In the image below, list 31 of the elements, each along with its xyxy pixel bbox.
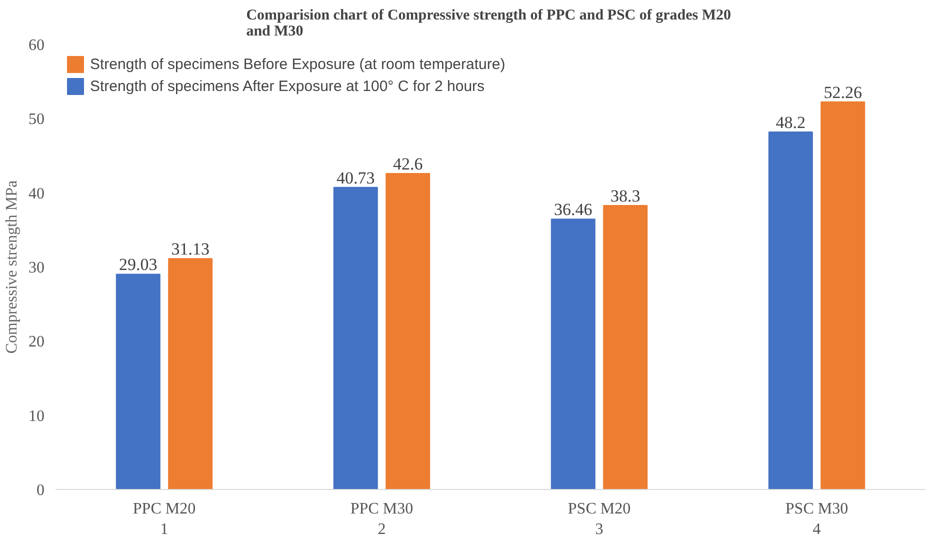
bar — [116, 274, 160, 490]
bar — [603, 204, 648, 490]
bar — [820, 101, 866, 490]
bar — [768, 132, 813, 490]
data-label: 48.2 — [776, 113, 806, 132]
y-axis-title: Compressive strength MPa — [4, 180, 20, 354]
chart-title: Comparision chart of Compressive strength of PPC and PSC of grades M20 and M30 — [246, 8, 732, 40]
data-label: 40.73 — [336, 168, 375, 188]
y-tick-label: 0 — [36, 482, 44, 499]
data-label: 52.26 — [824, 82, 862, 102]
x-tick-label: PSC M30 4 — [785, 500, 848, 538]
data-label: 36.46 — [554, 200, 592, 220]
x-tick-label: PPC M30 2 — [350, 500, 414, 538]
legend-label: Strength of specimens Before Exposure (at room temperature) — [90, 56, 506, 72]
data-label: 31.13 — [171, 240, 210, 259]
legend-label: Strength of specimens After Exposure at 100° C for 2 hours — [90, 78, 485, 94]
bar — [386, 173, 430, 490]
y-tick-label: 30 — [28, 260, 44, 276]
y-tick-label: 40 — [28, 185, 44, 202]
data-label: 38.3 — [610, 186, 640, 206]
y-tick-label: 60 — [28, 37, 44, 54]
bar — [168, 258, 213, 490]
data-label: 42.6 — [392, 154, 423, 174]
x-tick-label: PPC M20 1 — [132, 500, 196, 538]
y-tick-label: 10 — [28, 408, 44, 425]
y-tick-label: 20 — [28, 334, 44, 351]
bar — [550, 218, 596, 490]
x-tick-label: PSC M20 3 — [568, 500, 631, 538]
data-label: 29.03 — [119, 255, 158, 274]
y-tick-label: 50 — [28, 111, 44, 128]
bar — [333, 186, 378, 490]
